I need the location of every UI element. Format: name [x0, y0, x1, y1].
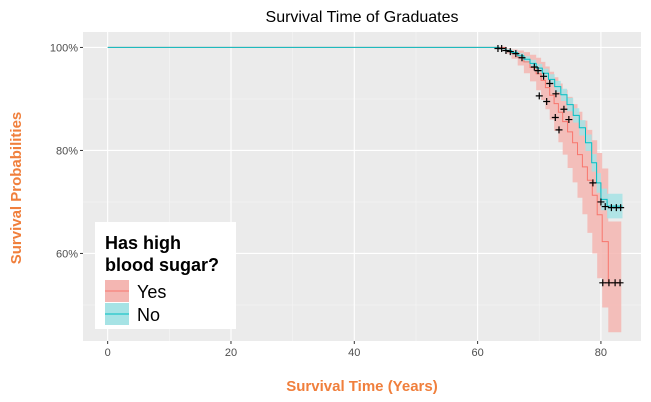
censor-mark-no	[534, 67, 542, 75]
censor-mark-no	[565, 116, 573, 124]
censor-mark-no	[540, 72, 548, 80]
censor-mark-no	[560, 105, 568, 113]
x-axis: 0 20 40 60 80	[105, 341, 607, 359]
censor-mark-yes	[543, 98, 551, 106]
chart-title: Survival Time of Graduates	[266, 9, 459, 26]
censor-mark-no	[512, 50, 520, 58]
censor-mark-yes	[551, 113, 559, 121]
legend-title-line-2: blood sugar?	[105, 255, 219, 275]
y-tick-label: 80%	[56, 145, 78, 157]
censor-mark-no	[552, 90, 560, 98]
censor-mark-no	[498, 44, 506, 52]
censor-mark-yes	[535, 92, 543, 100]
x-tick-label: 60	[471, 347, 483, 359]
y-axis: 60% 80% 100%	[50, 42, 83, 260]
censor-mark-no	[597, 198, 605, 206]
y-axis-title: Survival Probabilities	[8, 112, 25, 265]
y-tick-label: 60%	[56, 248, 78, 260]
survival-curve-no	[107, 46, 623, 207]
censor-mark-no	[601, 203, 609, 211]
censor-mark-no	[506, 48, 514, 56]
censor-mark-no	[530, 63, 538, 71]
y-tick-label: 100%	[50, 42, 78, 54]
censor-mark-yes	[555, 126, 563, 134]
x-tick-label: 40	[348, 347, 360, 359]
censor-mark-yes	[599, 279, 607, 287]
legend-key-no	[105, 303, 129, 325]
censor-mark-no	[518, 54, 526, 62]
censor-mark-no	[589, 179, 597, 187]
x-axis-title: Survival Time (Years)	[286, 378, 437, 395]
censor-mark-yes	[605, 279, 613, 287]
censor-mark-no	[502, 47, 510, 55]
legend-label-yes: Yes	[137, 282, 166, 302]
censor-mark-no	[546, 80, 554, 87]
x-tick-label: 0	[105, 347, 111, 359]
legend-key-yes	[105, 280, 129, 302]
censor-marks	[494, 44, 625, 287]
legend: Has high blood sugar? Yes No	[95, 222, 236, 329]
legend-title-line-1: Has high	[105, 233, 181, 253]
censor-mark-no	[617, 204, 625, 212]
x-tick-label: 80	[595, 347, 607, 359]
censor-mark-yes	[616, 279, 624, 287]
x-tick-label: 20	[225, 347, 237, 359]
legend-label-no: No	[137, 305, 160, 325]
